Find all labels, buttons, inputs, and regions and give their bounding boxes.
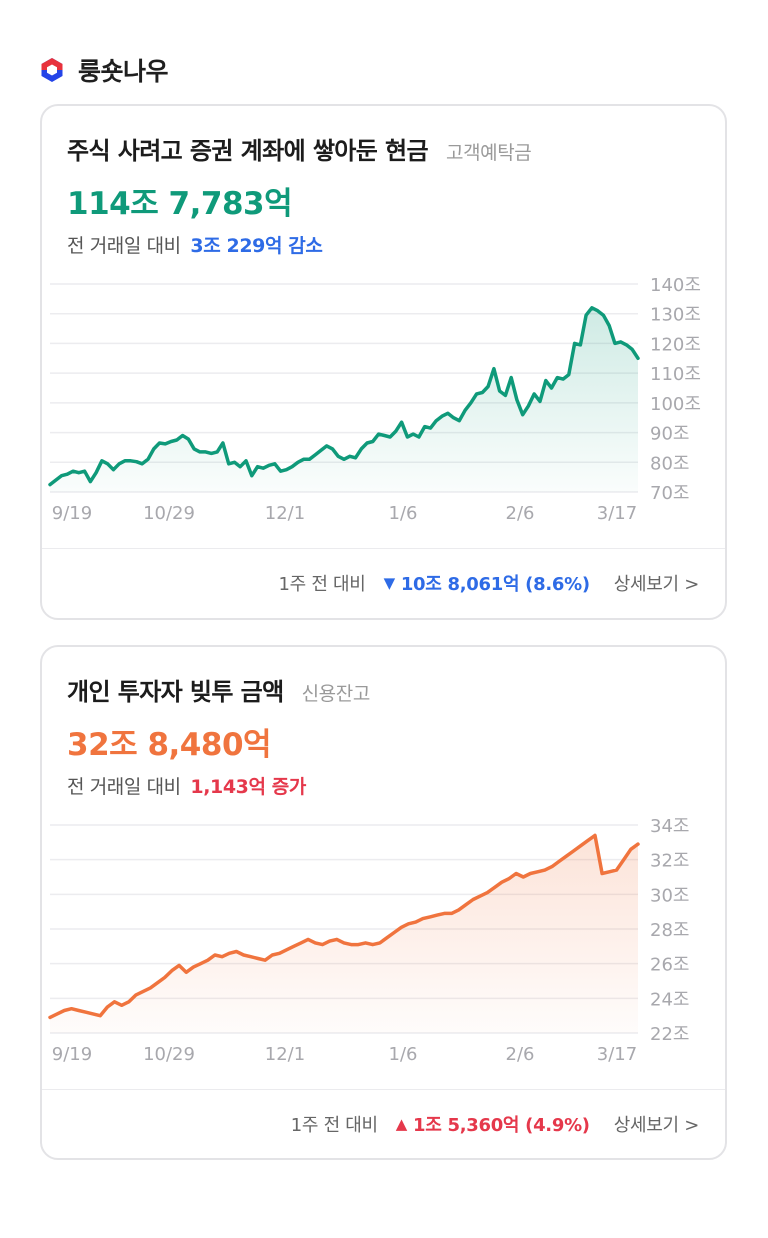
daily-change: 전 거래일 대비 3조 229억 감소 (67, 231, 323, 258)
credit-chart: 22조 24조 26조 28조 30조 32조 34조 9/19 10/29 12/1 1/6 2/6… (48, 816, 689, 1065)
daily-change-value: 1,143억 증가 (190, 776, 306, 798)
daily-change: 전 거래일 대비 1,143억 증가 (67, 772, 306, 799)
y-tick-label: 80조 (650, 453, 689, 474)
card-subtitle: 고객예탁금 (445, 142, 532, 164)
weekly-change-amount: 1조 5,360억 (4.9%) (413, 1115, 590, 1136)
x-tick-label: 1/6 (389, 503, 418, 524)
weekly-change-label: 1주 전 대비 (278, 574, 366, 595)
y-tick-label: 70조 (650, 483, 689, 504)
series-line (48, 833, 640, 1020)
y-tick-label: 26조 (650, 955, 689, 976)
divider (42, 548, 725, 549)
x-tick-label: 10/29 (143, 503, 195, 524)
x-tick-label: 9/19 (52, 503, 92, 524)
x-tick-label: 3/17 (597, 503, 637, 524)
detail-link[interactable]: 상세보기 > (613, 574, 700, 595)
card-title: 주식 사려고 증권 계좌에 쌓아둔 현금 (67, 137, 429, 165)
card-header: 개인 투자자 빚투 금액 신용잔고 (67, 672, 370, 707)
series-line (48, 306, 640, 487)
y-tick-label: 28조 (650, 920, 689, 941)
y-tick-label: 140조 (650, 275, 701, 296)
daily-change-label: 전 거래일 대비 (67, 235, 181, 257)
x-tick-label: 12/1 (265, 503, 305, 524)
credit-card: 개인 투자자 빚투 금액 신용잔고 32조 8,480억 전 거래일 대비 1,… (40, 645, 727, 1160)
down-arrow-icon: ▼ (383, 574, 396, 592)
y-tick-label: 90조 (650, 424, 689, 445)
brand-name: 룽숏나우 (78, 57, 169, 86)
card-header: 주식 사려고 증권 계좌에 쌓아둔 현금 고객예탁금 (67, 131, 532, 166)
credit-value: 32조 8,480억 (67, 727, 272, 763)
y-tick-label: 32조 (650, 851, 689, 872)
y-tick-label: 22조 (650, 1024, 689, 1045)
card-title: 개인 투자자 빚투 금액 (67, 678, 284, 706)
brand-header: 룽숏나우 (38, 54, 169, 86)
weekly-change-value: ▲ 1조 5,360억 (4.9%) (396, 1111, 590, 1137)
card-subtitle: 신용잔고 (301, 683, 371, 705)
detail-link[interactable]: 상세보기 > (613, 1115, 700, 1136)
up-arrow-icon: ▲ (395, 1115, 408, 1133)
series-area (50, 307, 638, 492)
hexagon-logo-icon (41, 58, 63, 82)
x-tick-label: 3/17 (597, 1044, 637, 1065)
daily-change-label: 전 거래일 대비 (67, 776, 181, 798)
daily-change-value: 3조 229억 감소 (190, 235, 323, 257)
card-footer: 1주 전 대비 ▲ 1조 5,360억 (4.9%) 상세보기 > (290, 1111, 700, 1137)
x-tick-label: 1/6 (389, 1044, 418, 1065)
y-tick-label: 100조 (650, 394, 701, 415)
deposit-chart: 70조 80조 90조 100조 110조 120조 130조 140조 9/19 10/29 12… (48, 275, 701, 524)
x-tick-label: 2/6 (506, 1044, 535, 1065)
card-footer: 1주 전 대비 ▼ 10조 8,061억 (8.6%) 상세보기 > (278, 570, 700, 596)
series-area (50, 835, 638, 1033)
x-tick-label: 2/6 (506, 503, 535, 524)
x-tick-label: 10/29 (143, 1044, 195, 1065)
x-tick-label: 12/1 (265, 1044, 305, 1065)
divider (42, 1089, 725, 1090)
y-tick-label: 120조 (650, 334, 701, 355)
y-tick-label: 34조 (650, 816, 689, 837)
deposit-value: 114조 7,783억 (67, 186, 293, 222)
weekly-change-label: 1주 전 대비 (290, 1115, 378, 1136)
weekly-change-value: ▼ 10조 8,061억 (8.6%) (384, 570, 590, 596)
y-tick-label: 30조 (650, 885, 689, 906)
y-tick-label: 110조 (650, 364, 701, 385)
y-tick-label: 130조 (650, 305, 701, 326)
y-tick-label: 24조 (650, 989, 689, 1010)
x-tick-label: 9/19 (52, 1044, 92, 1065)
deposit-card: 주식 사려고 증권 계좌에 쌓아둔 현금 고객예탁금 114조 7,783억 전… (40, 104, 727, 620)
weekly-change-amount: 10조 8,061억 (8.6%) (400, 574, 590, 595)
